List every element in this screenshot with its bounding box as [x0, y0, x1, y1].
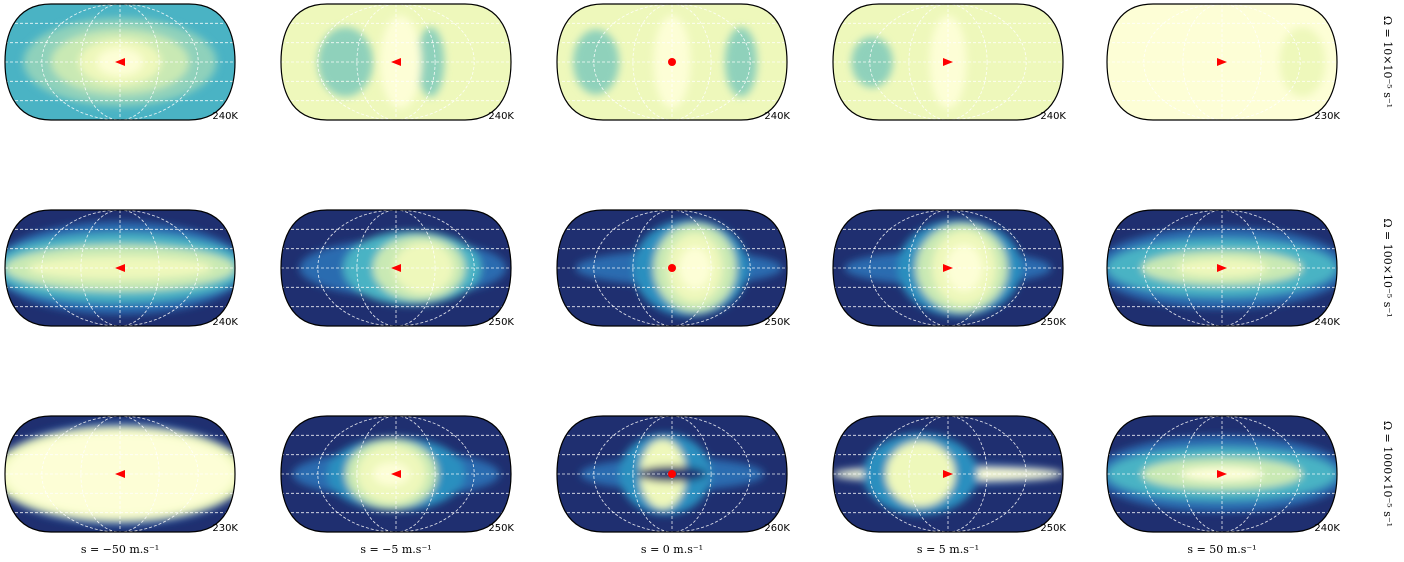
meridian: [1182, 416, 1262, 532]
substellar-marker: [943, 470, 953, 478]
substellar-marker: [668, 264, 676, 272]
substellar-marker: [668, 470, 676, 478]
column-label: s = −5 m.s⁻¹: [360, 543, 431, 556]
meridian: [869, 210, 1027, 326]
meridian: [593, 4, 751, 120]
map-outline: [832, 3, 1064, 121]
meridian: [908, 416, 988, 532]
max-temperature: 240K: [1314, 523, 1340, 534]
meridian: [869, 4, 1027, 120]
max-temperature: 240K: [1040, 111, 1066, 122]
meridian: [1143, 210, 1301, 326]
max-temperature: 260K: [764, 523, 790, 534]
max-temperature: 230K: [212, 523, 238, 534]
substellar-marker: [391, 470, 401, 478]
max-temperature: 240K: [212, 317, 238, 328]
map-outline: [832, 415, 1064, 533]
meridian: [317, 4, 475, 120]
meridian: [632, 416, 712, 532]
column-label: s = −50 m.s⁻¹: [81, 543, 159, 556]
column-label: s = 0 m.s⁻¹: [641, 543, 703, 556]
max-temperature: 250K: [1040, 317, 1066, 328]
meridian: [593, 210, 751, 326]
max-temperature: 250K: [1040, 523, 1066, 534]
map-outline: [556, 209, 788, 327]
meridian: [317, 210, 475, 326]
substellar-marker: [391, 58, 401, 66]
substellar-marker: [943, 264, 953, 272]
meridian: [356, 4, 436, 120]
max-temperature: 250K: [764, 317, 790, 328]
map-outline: [1106, 3, 1338, 121]
map-outline: [280, 415, 512, 533]
row-label: Ω = 100×10⁻⁵ s⁻¹: [1381, 218, 1394, 317]
map-outline: [1106, 209, 1338, 327]
map-panel: [557, 416, 787, 532]
max-temperature: 240K: [764, 111, 790, 122]
substellar-marker: [943, 58, 953, 66]
substellar-marker: [115, 470, 125, 478]
max-temperature: 250K: [488, 317, 514, 328]
meridian: [1182, 4, 1262, 120]
map-outline: [4, 3, 236, 121]
meridian: [41, 4, 199, 120]
max-temperature: 240K: [488, 111, 514, 122]
contour-region: [416, 27, 445, 97]
map-outline: [556, 3, 788, 121]
meridian: [1143, 416, 1301, 532]
map-outline: [4, 415, 236, 533]
meridian: [41, 416, 199, 532]
substellar-marker: [668, 58, 676, 66]
meridian: [356, 210, 436, 326]
map-outline: [832, 209, 1064, 327]
meridian: [80, 416, 160, 532]
max-temperature: 250K: [488, 523, 514, 534]
row-label: Ω = 1000×10⁻⁵ s⁻¹: [1381, 421, 1394, 527]
substellar-marker: [391, 264, 401, 272]
meridian: [908, 4, 988, 120]
column-label: s = 5 m.s⁻¹: [917, 543, 979, 556]
contour-region: [317, 27, 373, 97]
meridian: [41, 210, 199, 326]
contour-region: [724, 27, 758, 97]
contour-region: [573, 29, 620, 95]
map-outline: [280, 3, 512, 121]
substellar-marker: [115, 58, 125, 66]
meridian: [908, 210, 988, 326]
map-outline: [556, 415, 788, 533]
meridian: [632, 210, 712, 326]
map-panel: [281, 210, 511, 326]
substellar-marker: [1217, 264, 1227, 272]
map-outline: [1106, 415, 1338, 533]
meridian: [593, 416, 751, 532]
meridian: [80, 210, 160, 326]
max-temperature: 230K: [1314, 111, 1340, 122]
contour-region: [851, 36, 893, 88]
meridian: [632, 4, 712, 120]
map-outline: [4, 209, 236, 327]
meridian: [1143, 4, 1301, 120]
map-panel: [1107, 210, 1337, 326]
max-temperature: 240K: [1314, 317, 1340, 328]
meridian: [317, 416, 475, 532]
meridian: [80, 4, 160, 120]
substellar-marker: [1217, 58, 1227, 66]
row-label: Ω = 10×10⁻⁵ s⁻¹: [1381, 16, 1394, 108]
map-outline: [280, 209, 512, 327]
map-panel: [833, 210, 1063, 326]
meridian: [869, 416, 1027, 532]
column-label: s = 50 m.s⁻¹: [1187, 543, 1256, 556]
substellar-marker: [115, 264, 125, 272]
meridian: [1182, 210, 1262, 326]
substellar-marker: [1217, 470, 1227, 478]
meridian: [356, 416, 436, 532]
max-temperature: 240K: [212, 111, 238, 122]
